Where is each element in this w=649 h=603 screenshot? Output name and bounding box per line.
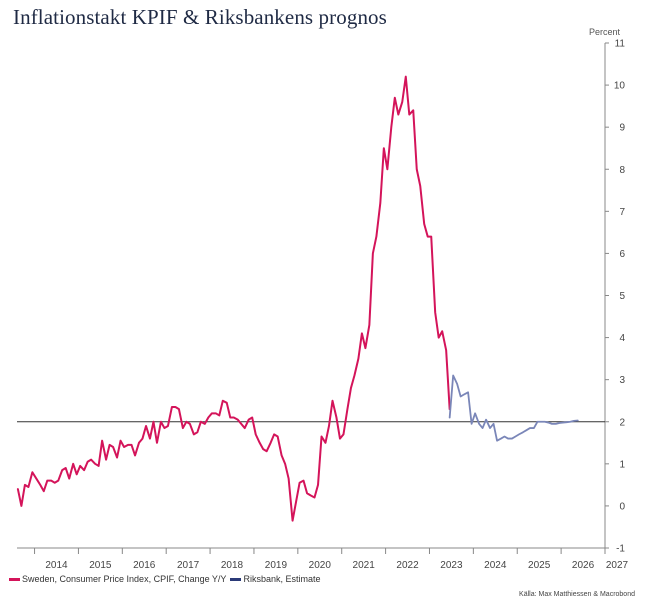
legend: Sweden, Consumer Price Index, CPIF, Chan… (9, 574, 324, 584)
x-tick-label: 2024 (484, 560, 507, 571)
legend-item-riksbank: Riksbank, Estimate (230, 574, 320, 584)
x-tick-label: 2016 (133, 560, 156, 571)
legend-swatch-riksbank (230, 577, 242, 581)
y-axis: -1 0 1 2 3 4 5 6 7 8 9 10 11 (604, 39, 626, 555)
x-tick-label: 2022 (396, 560, 419, 571)
legend-label-kpif: Sweden, Consumer Price Index, CPIF, Chan… (22, 574, 227, 584)
y-tick-label: 6 (619, 249, 625, 260)
x-tick-label: 2017 (177, 560, 200, 571)
y-tick-label: 3 (619, 375, 625, 386)
y-tick-label: 8 (619, 165, 625, 176)
x-tick-label: 2014 (45, 560, 68, 571)
y-tick-label: 4 (619, 333, 625, 344)
y-tick-label: 10 (614, 81, 626, 92)
series-line-riksbank (448, 374, 579, 442)
x-tick-label: 2027 (606, 560, 629, 571)
y-tick-label: 0 (619, 501, 625, 512)
x-tick-label: 2015 (89, 560, 112, 571)
y-tick-label: 7 (619, 207, 625, 218)
chart-title: Inflationstakt KPIF & Riksbankens progno… (13, 5, 387, 29)
x-tick-label: 2021 (353, 560, 376, 571)
y-tick-label: 5 (619, 291, 625, 302)
y-tick-label: 2 (619, 417, 625, 428)
legend-item-kpif: Sweden, Consumer Price Index, CPIF, Chan… (9, 574, 226, 584)
legend-label-riksbank: Riksbank, Estimate (243, 574, 321, 584)
x-tick-label: 2023 (440, 560, 463, 571)
x-tick-label: 2025 (528, 560, 551, 571)
series-line-kpif (16, 75, 451, 522)
y-tick-label: 9 (619, 123, 625, 134)
y-tick-label: 1 (619, 459, 625, 470)
x-tick-label: 2020 (309, 560, 332, 571)
y-axis-unit-label: Percent (589, 27, 621, 37)
y-tick-label: 11 (615, 39, 626, 50)
x-tick-label: 2026 (572, 560, 595, 571)
legend-swatch-kpif (9, 577, 20, 581)
y-tick-label: -1 (616, 544, 625, 555)
x-axis: 2014 2015 2016 2017 2018 2019 2020 2021 2022 2023… (17, 547, 629, 571)
source-note: Källa: Max Matthiessen & Macrobond (519, 591, 635, 598)
x-tick-label: 2018 (221, 560, 244, 571)
series-lines (16, 75, 579, 522)
x-tick-label: 2019 (265, 560, 288, 571)
